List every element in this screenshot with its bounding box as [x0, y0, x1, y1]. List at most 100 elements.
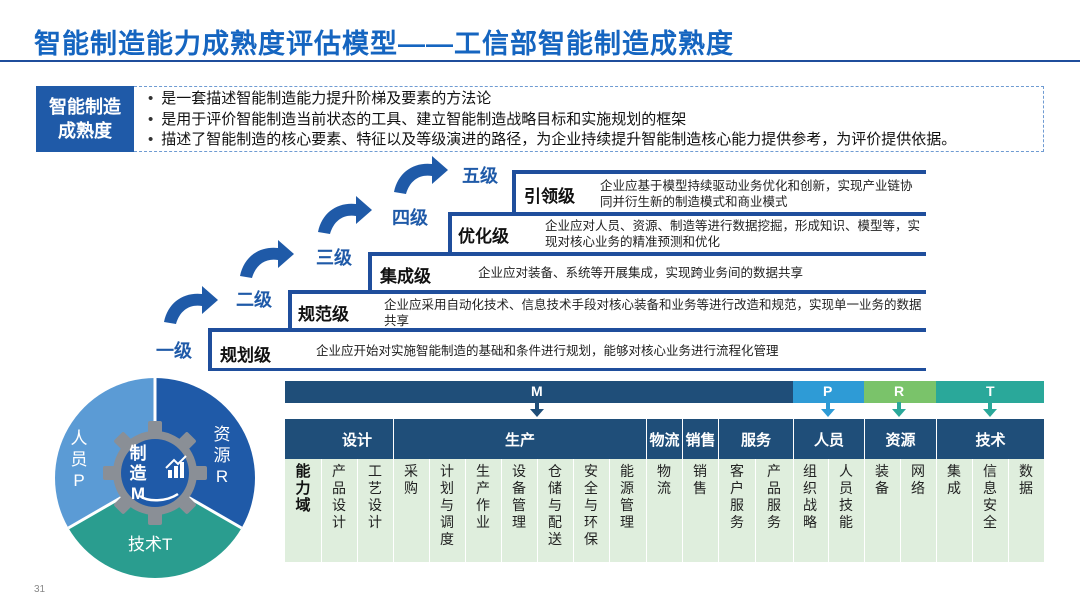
- wheel-segment-tech: [68, 478, 242, 578]
- stair-riser-2: [288, 290, 292, 328]
- level-2-number: 二级: [236, 290, 272, 310]
- item-char: 据: [1019, 480, 1033, 496]
- item-char: 度: [440, 531, 454, 547]
- level-4-name: 优化级: [458, 227, 509, 246]
- category-people: 人员: [793, 419, 864, 459]
- column-divider: [609, 459, 610, 562]
- item-char: 安: [983, 497, 997, 513]
- column-divider: [755, 459, 756, 562]
- stair-base: [208, 368, 926, 371]
- definition-label-line2: 成熟度: [58, 121, 112, 141]
- curved-arrow-icon: [164, 286, 218, 324]
- definition-label: 智能制造 成熟度: [36, 86, 134, 152]
- stair-line-2: [288, 290, 926, 294]
- stair-riser-3: [368, 252, 372, 290]
- row-label-capability-domain: 能 力 域: [295, 463, 311, 514]
- item-char: 安: [584, 463, 598, 479]
- item-char: 网: [911, 463, 925, 479]
- definition-label-line1: 智能制造: [49, 97, 121, 117]
- level-5-name: 引领级: [524, 187, 575, 206]
- item-char: 计: [332, 514, 346, 530]
- wheel-people-line: P: [73, 471, 85, 490]
- stair-line-3: [368, 252, 926, 256]
- definition-item: 是用于评价智能制造当前状态的工具、建立智能制造战略目标和实施规划的框架: [148, 110, 1043, 131]
- level-4-number: 四级: [392, 208, 428, 228]
- item-char: 采: [404, 463, 418, 479]
- domain-item-production-operation: 生产作业: [475, 463, 491, 531]
- item-char: 保: [584, 531, 598, 547]
- wheel-resource-label: 资 源 R: [210, 424, 234, 487]
- domain-item-warehousing-distribution: 仓储与配送: [547, 463, 563, 548]
- definition-item: 描述了智能制造的核心要素、特征以及等级演进的路径，为企业持续提升智能制造核心能力…: [148, 130, 1043, 151]
- wheel-resource-line: 源: [213, 446, 231, 465]
- item-char: 源: [620, 480, 634, 496]
- column-divider: [682, 459, 683, 562]
- domain-item-equipment: 装备: [874, 463, 890, 497]
- item-char: 设: [332, 497, 346, 513]
- column-divider: [321, 459, 322, 562]
- stair-line-4: [448, 212, 926, 216]
- wheel-center-line: 制: [129, 444, 147, 463]
- item-char: 物: [657, 463, 671, 479]
- bar-r: [864, 381, 936, 403]
- item-char: 调: [440, 514, 454, 530]
- domain-item-equipment-management: 设备管理: [511, 463, 527, 531]
- column-divider: [357, 459, 358, 562]
- item-char: 能: [839, 514, 853, 530]
- domain-item-sales: 销售: [692, 463, 708, 497]
- item-char: 与: [548, 497, 562, 513]
- item-char: 服: [767, 497, 781, 513]
- wheel-tech-label: 技术T: [128, 535, 173, 554]
- item-char: 与: [440, 497, 454, 513]
- domain-item-energy-management: 能源管理: [619, 463, 635, 531]
- domain-item-customer-service: 客户服务: [729, 463, 745, 531]
- title-rule: [0, 60, 1080, 62]
- item-char: 送: [548, 531, 562, 547]
- domain-item-information-security: 信息安全: [982, 463, 998, 531]
- definition-item: 是一套描述智能制造能力提升阶梯及要素的方法论: [148, 89, 1043, 110]
- item-char: 员: [839, 480, 853, 496]
- domain-item-organization-strategy: 组织战略: [802, 463, 818, 531]
- item-char: 组: [803, 463, 817, 479]
- row-label-char: 能: [295, 463, 311, 480]
- item-char: 全: [983, 514, 997, 530]
- item-char: 设: [512, 463, 526, 479]
- column-divider: [718, 459, 719, 562]
- stair-riser-5: [512, 170, 516, 212]
- level-2-name: 规范级: [298, 305, 349, 324]
- wheel-people-line: 人: [70, 429, 88, 448]
- definition-list: 是一套描述智能制造能力提升阶梯及要素的方法论 是用于评价智能制造当前状态的工具、…: [134, 86, 1044, 152]
- column-divider: [972, 459, 973, 562]
- level-1-number: 一级: [156, 341, 192, 361]
- item-char: 配: [548, 514, 562, 530]
- item-char: 集: [947, 463, 961, 479]
- level-2-desc: 企业应采用自动化技术、信息技术手段对核心装备和业务等进行改造和规范，实现单一业务…: [384, 298, 922, 328]
- item-char: 生: [476, 463, 490, 479]
- item-char: 流: [657, 480, 671, 496]
- category-production: 生产: [393, 419, 646, 459]
- item-char: 服: [730, 497, 744, 513]
- curved-arrow-icon: [240, 240, 294, 278]
- wheel-resource-line: 资: [213, 425, 231, 444]
- level-3-name: 集成级: [380, 267, 431, 286]
- item-char: 售: [693, 480, 707, 496]
- stair-riser-4: [448, 212, 452, 252]
- category-design: 设计: [321, 419, 393, 459]
- growth-chart-icon: [165, 455, 187, 478]
- wheel-people-line: 员: [70, 450, 88, 469]
- domain-header-blank: [285, 419, 321, 459]
- domain-item-network: 网络: [910, 463, 926, 497]
- item-char: 作: [476, 497, 490, 513]
- page-number: 31: [34, 584, 46, 595]
- domain-item-planning-scheduling: 计划与调度: [439, 463, 455, 548]
- item-char: 数: [1019, 463, 1033, 479]
- row-label-char: 力: [295, 480, 311, 497]
- item-char: 织: [803, 480, 817, 496]
- bar-p: [793, 381, 864, 403]
- level-3-desc: 企业应对装备、系统等开展集成，实现跨业务间的数据共享: [478, 266, 804, 280]
- domain-items-background: [285, 459, 1044, 562]
- item-char: 销: [693, 463, 707, 479]
- category-service: 服务: [718, 419, 793, 459]
- item-char: 工: [368, 463, 382, 479]
- column-divider: [646, 459, 647, 562]
